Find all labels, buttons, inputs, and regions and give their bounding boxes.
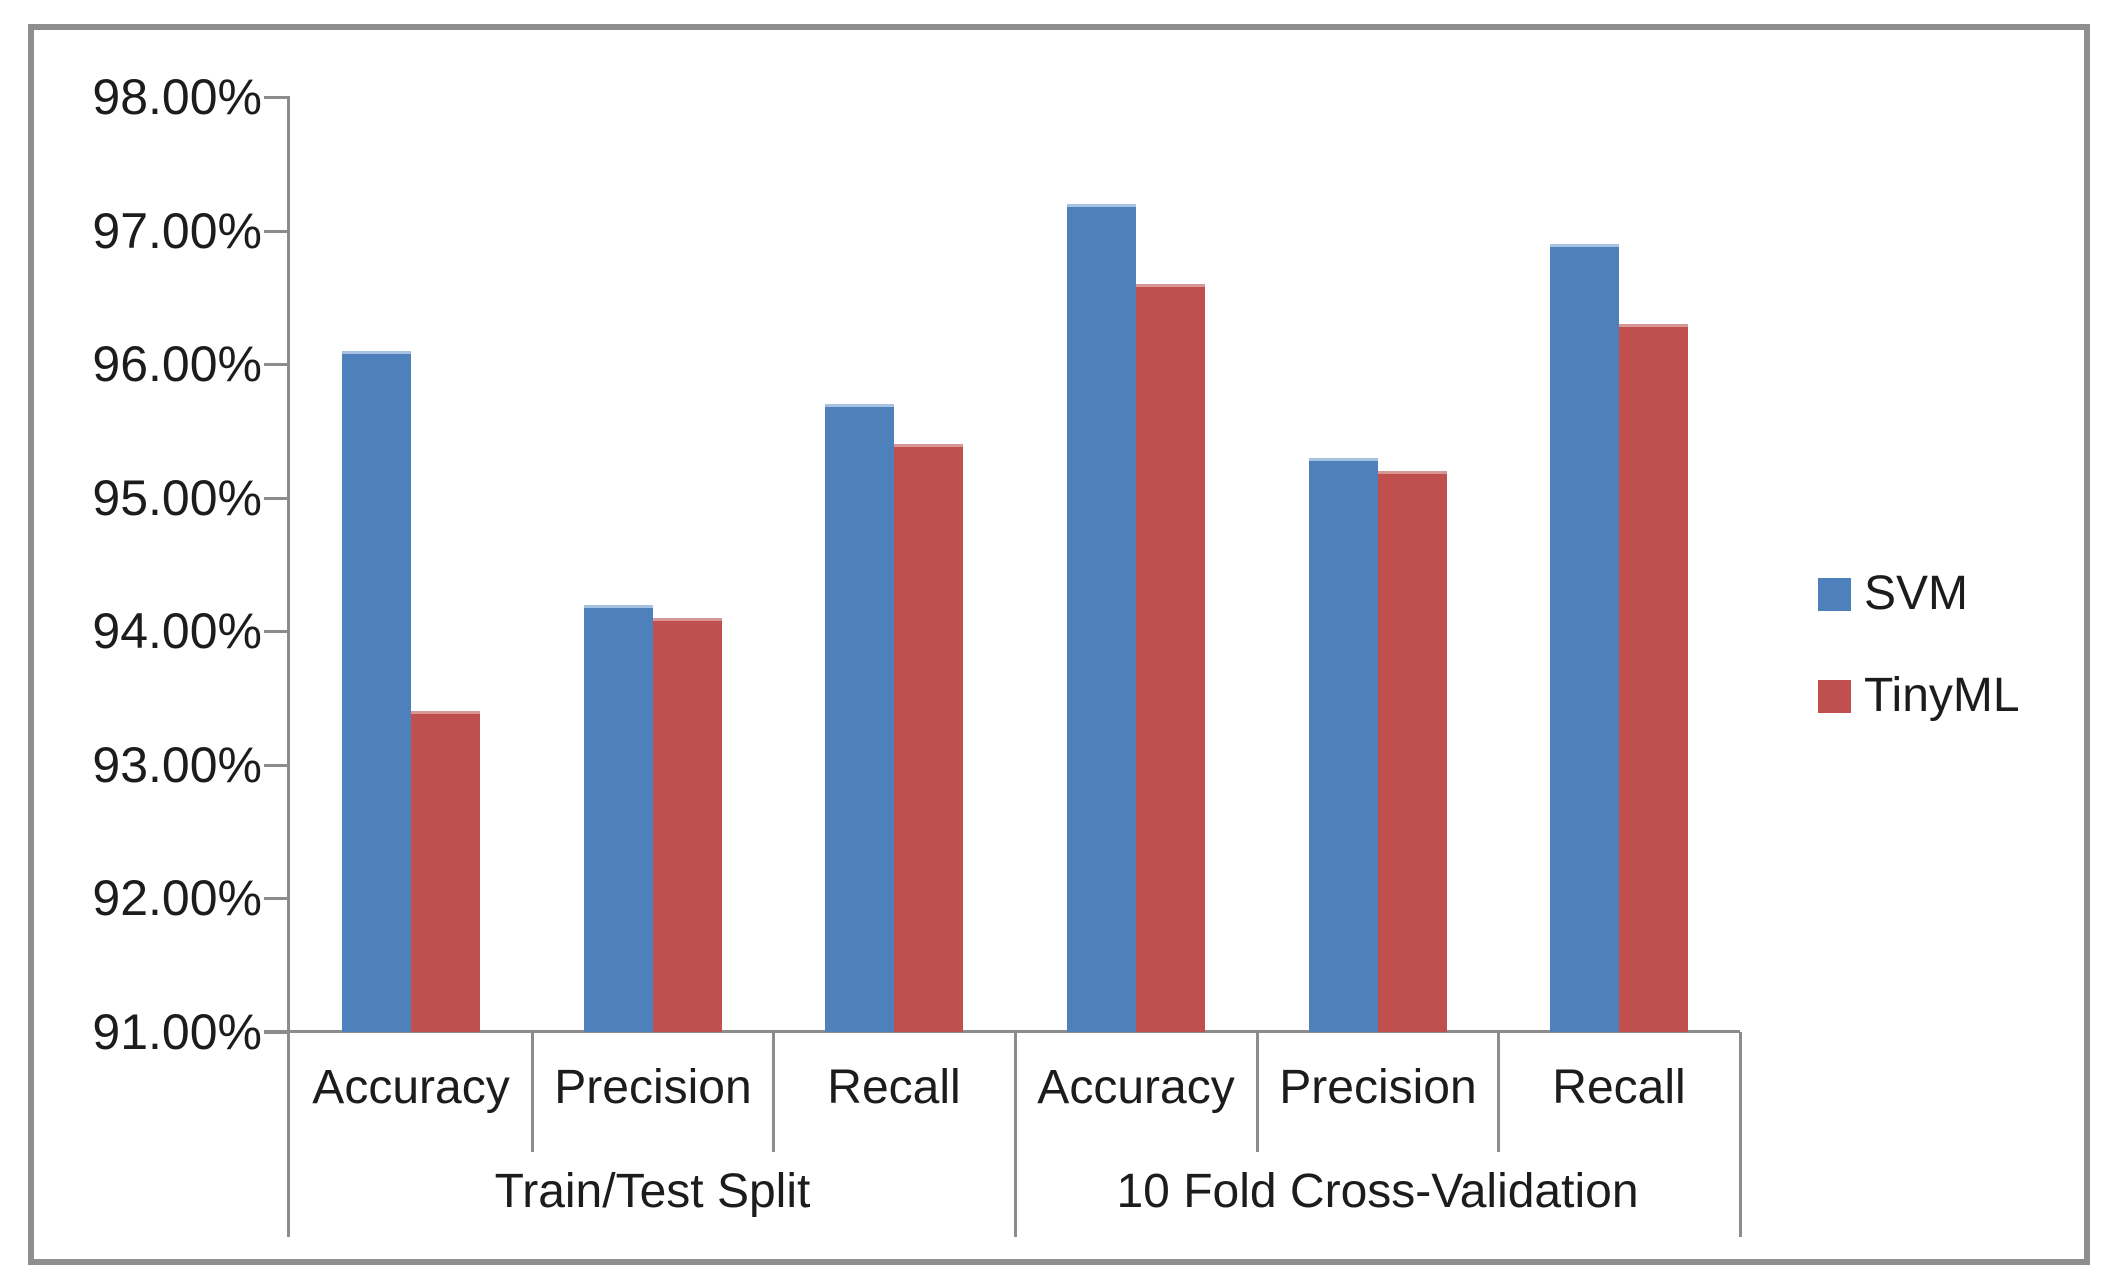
y-axis-tick <box>264 230 290 233</box>
bar-svm-train-test-recall <box>825 404 894 1032</box>
x-axis-category-label: Recall <box>827 1061 961 1114</box>
y-axis-tick <box>264 363 290 366</box>
bar-tinyml-train-test-accuracy <box>411 711 480 1032</box>
x-axis-line <box>264 1030 1740 1033</box>
y-axis-tick <box>264 497 290 500</box>
x-axis-category-label: Accuracy <box>312 1061 510 1114</box>
x-axis-category-divider <box>1497 1032 1500 1152</box>
y-axis-tick <box>264 764 290 767</box>
x-axis-category-label: Recall <box>1552 1061 1686 1114</box>
x-axis-category-divider <box>1256 1032 1259 1152</box>
y-axis-tick <box>264 630 290 633</box>
bar-tinyml-cv-accuracy <box>1136 284 1205 1032</box>
y-axis-tick-label: 96.00% <box>92 336 262 392</box>
bar-svm-train-test-precision <box>584 605 653 1032</box>
x-axis-group-divider <box>1014 1032 1017 1237</box>
x-axis-group-label: 10 Fold Cross-Validation <box>1116 1165 1639 1218</box>
x-axis-category-divider <box>772 1032 775 1152</box>
bar-svm-train-test-accuracy <box>342 351 411 1032</box>
bar-tinyml-train-test-precision <box>653 618 722 1032</box>
bar-svm-cv-accuracy <box>1067 204 1136 1032</box>
y-axis-tick <box>264 96 290 99</box>
x-axis-category-label: Precision <box>1279 1061 1477 1114</box>
y-axis-tick-label: 93.00% <box>92 737 262 793</box>
legend-swatch-tinyml <box>1818 680 1851 713</box>
x-axis-group-divider <box>1739 1032 1742 1237</box>
y-axis-tick <box>264 1031 290 1034</box>
bar-tinyml-cv-recall <box>1619 324 1688 1032</box>
y-axis-tick-label: 92.00% <box>92 870 262 926</box>
y-axis-tick-label: 95.00% <box>92 470 262 526</box>
y-axis-tick-label: 94.00% <box>92 603 262 659</box>
x-axis-group-label: Train/Test Split <box>494 1165 811 1218</box>
bar-svm-cv-recall <box>1550 244 1619 1032</box>
legend-label-svm: SVM <box>1864 567 1969 620</box>
bar-tinyml-cv-precision <box>1378 471 1447 1032</box>
y-axis-tick-label: 97.00% <box>92 203 262 259</box>
x-axis-category-label: Accuracy <box>1037 1061 1235 1114</box>
x-axis-category-label: Precision <box>554 1061 752 1114</box>
y-axis-tick-label: 98.00% <box>92 69 262 125</box>
x-axis-category-divider <box>531 1032 534 1152</box>
bar-svm-cv-precision <box>1309 458 1378 1032</box>
bar-tinyml-train-test-recall <box>894 444 963 1032</box>
y-axis-tick-label: 91.00% <box>92 1004 262 1060</box>
y-axis-tick <box>264 897 290 900</box>
legend-label-tinyml: TinyML <box>1864 669 2020 722</box>
y-axis-line <box>287 96 290 1237</box>
legend-swatch-svm <box>1818 578 1851 611</box>
